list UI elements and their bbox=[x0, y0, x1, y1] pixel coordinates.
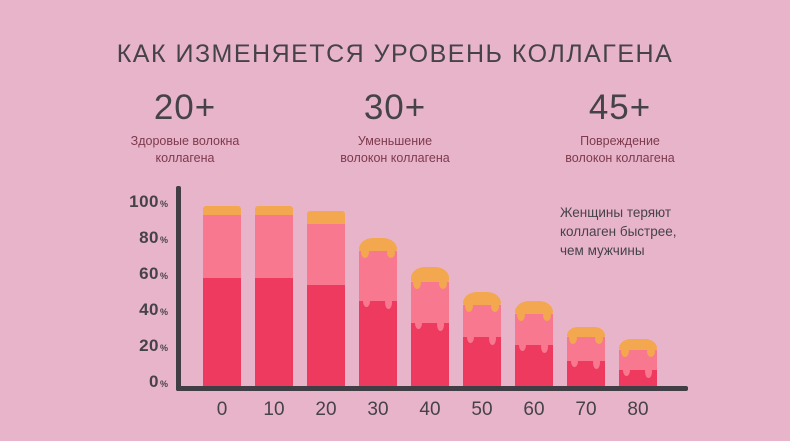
melt-drip bbox=[387, 247, 395, 258]
bar-age-60 bbox=[515, 301, 553, 386]
x-axis-label-70: 70 bbox=[575, 399, 597, 420]
segment-reduced bbox=[359, 251, 397, 302]
age-label: 20+ bbox=[153, 88, 217, 127]
segment-damaged bbox=[567, 326, 605, 338]
y-tick-value: 20 bbox=[139, 336, 159, 355]
x-axis-label-20: 20 bbox=[315, 399, 337, 420]
y-tick-value: 80 bbox=[139, 228, 159, 247]
melt-drip bbox=[647, 346, 655, 357]
bar-age-80 bbox=[619, 339, 657, 386]
y-tick-value: 100 bbox=[129, 192, 159, 211]
melt-drip bbox=[623, 363, 630, 376]
y-axis-tick-60: 60% bbox=[60, 262, 168, 286]
y-tick-value: 60 bbox=[139, 264, 159, 283]
melt-drip bbox=[439, 277, 447, 289]
annotation-note: Женщины теряют коллаген быстрее, чем муж… bbox=[560, 205, 677, 259]
y-tick-value: 40 bbox=[139, 300, 159, 319]
y-axis-tick-20: 20% bbox=[60, 334, 168, 358]
bar-age-50 bbox=[463, 292, 501, 386]
melt-drip bbox=[413, 275, 421, 289]
melt-drip bbox=[385, 296, 392, 310]
melt-drip bbox=[645, 364, 652, 378]
bar-age-30 bbox=[359, 238, 397, 386]
melt-drip bbox=[569, 331, 577, 345]
y-tick-value: 0 bbox=[149, 372, 159, 391]
segment-reduced bbox=[307, 224, 345, 286]
bar-age-20 bbox=[307, 211, 345, 386]
x-axis-line bbox=[176, 386, 688, 391]
y-axis-tick-100: 100% bbox=[60, 190, 168, 214]
segment-damaged bbox=[307, 211, 345, 224]
segment-reduced bbox=[255, 215, 293, 278]
page-title: КАК ИЗМЕНЯЕТСЯ УРОВЕНЬ КОЛЛАГЕНА bbox=[116, 40, 674, 68]
percent-sign: % bbox=[159, 343, 168, 353]
segment-damaged bbox=[203, 206, 241, 215]
melt-drip bbox=[621, 344, 629, 357]
melt-drip bbox=[415, 317, 422, 329]
y-axis-tick-80: 80% bbox=[60, 226, 168, 250]
percent-sign: % bbox=[159, 235, 168, 245]
bar-age-70 bbox=[567, 326, 605, 386]
melt-drip bbox=[543, 310, 551, 321]
segment-healthy bbox=[411, 323, 449, 386]
melt-drip bbox=[595, 333, 603, 345]
segment-healthy bbox=[463, 337, 501, 386]
melt-drip bbox=[467, 331, 474, 344]
percent-sign: % bbox=[159, 307, 168, 317]
melt-drip bbox=[541, 339, 548, 353]
melt-drip bbox=[363, 295, 370, 308]
percent-sign: % bbox=[159, 199, 168, 209]
segment-healthy bbox=[307, 285, 345, 386]
segment-reduced bbox=[567, 337, 605, 361]
x-axis-label-0: 0 bbox=[216, 399, 228, 420]
x-axis-label-40: 40 bbox=[419, 399, 441, 420]
x-axis-label-30: 30 bbox=[367, 399, 389, 420]
age-label: 45+ bbox=[588, 88, 652, 127]
melt-drip bbox=[571, 354, 578, 367]
segment-healthy bbox=[255, 278, 293, 386]
age-description: Повреждение волокон коллагена bbox=[565, 134, 675, 165]
segment-healthy bbox=[515, 344, 553, 386]
x-axis-label-80: 80 bbox=[627, 399, 649, 420]
bar-age-10 bbox=[255, 206, 293, 386]
age-description: Уменьшение волокон коллагена bbox=[340, 134, 450, 165]
segment-damaged bbox=[411, 267, 449, 282]
melt-drip bbox=[519, 338, 526, 351]
age-label: 30+ bbox=[363, 88, 427, 127]
melt-drip bbox=[491, 301, 499, 312]
y-axis: 100% 80% 60% 40% 20% 0% bbox=[60, 0, 168, 441]
age-group-45+: 45+ Повреждение волокон коллагена bbox=[520, 88, 720, 167]
melt-drip bbox=[593, 355, 600, 369]
x-axis-label-10: 10 bbox=[263, 399, 285, 420]
x-axis-label-50: 50 bbox=[471, 399, 493, 420]
segment-healthy bbox=[203, 278, 241, 386]
y-axis-tick-40: 40% bbox=[60, 298, 168, 322]
y-axis-line bbox=[176, 186, 181, 391]
segment-reduced bbox=[203, 215, 241, 278]
x-axis: 0 10 20 30 40 50 60 70 80 bbox=[0, 399, 790, 429]
bar-chart bbox=[181, 206, 657, 386]
age-group-30+: 30+ Уменьшение волокон коллагена bbox=[295, 88, 495, 167]
melt-drip bbox=[465, 299, 473, 312]
percent-sign: % bbox=[159, 271, 168, 281]
melt-drip bbox=[437, 318, 444, 331]
bar-age-0 bbox=[203, 206, 241, 386]
melt-drip bbox=[361, 245, 369, 258]
bar-age-40 bbox=[411, 267, 449, 386]
segment-healthy bbox=[359, 301, 397, 386]
age-description: Здоровые волокна коллагена bbox=[130, 134, 240, 165]
segment-damaged bbox=[255, 206, 293, 215]
x-axis-label-60: 60 bbox=[523, 399, 545, 420]
age-group-20+: 20+ Здоровые волокна коллагена bbox=[85, 88, 285, 167]
y-axis-tick-0: 0% bbox=[60, 370, 168, 394]
melt-drip bbox=[517, 308, 525, 321]
segment-damaged bbox=[619, 339, 657, 350]
melt-drip bbox=[489, 332, 496, 346]
percent-sign: % bbox=[159, 379, 168, 389]
